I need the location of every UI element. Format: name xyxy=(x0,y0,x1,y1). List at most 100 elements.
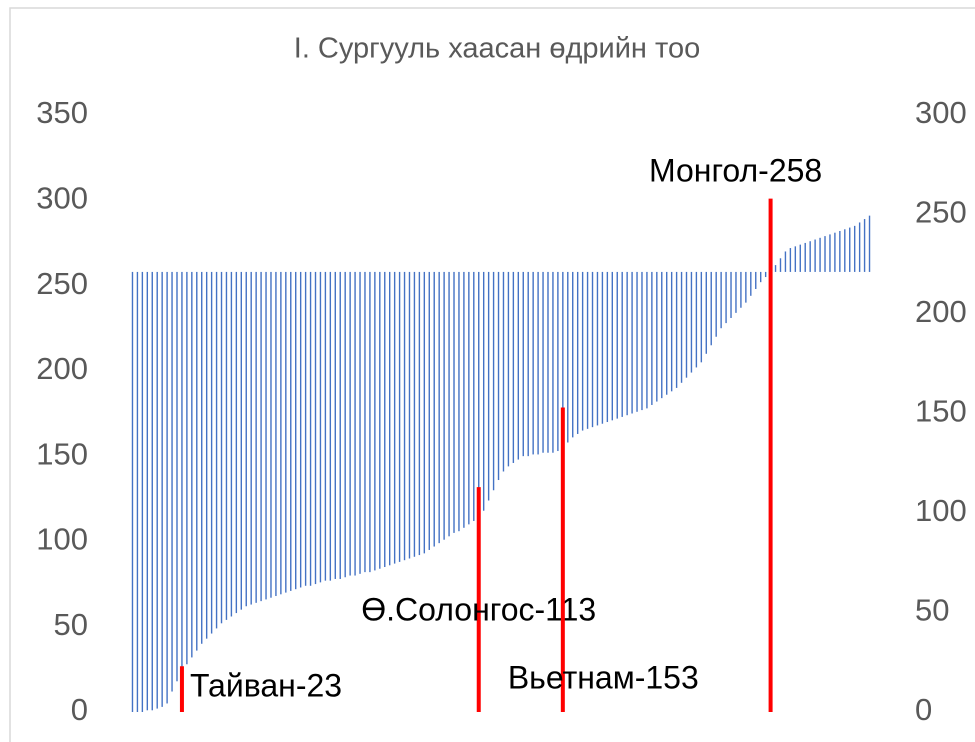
bar xyxy=(270,271,272,598)
bar xyxy=(863,219,866,272)
bar xyxy=(656,271,658,402)
bar xyxy=(705,271,707,354)
bar xyxy=(562,271,564,452)
y2-tick-label: 100 xyxy=(915,493,967,528)
bar xyxy=(661,271,663,399)
bar xyxy=(492,271,495,491)
bar xyxy=(260,271,262,602)
bar xyxy=(478,271,480,520)
bar xyxy=(670,271,673,392)
bar xyxy=(215,271,218,629)
bar xyxy=(641,271,643,411)
bar xyxy=(265,271,267,600)
bar xyxy=(191,271,193,658)
bar xyxy=(537,271,539,455)
bar xyxy=(324,271,327,581)
bar xyxy=(453,271,455,533)
bar xyxy=(290,271,292,591)
bar xyxy=(606,271,609,423)
bar xyxy=(527,271,529,457)
bar xyxy=(482,271,485,511)
bar xyxy=(789,248,792,272)
bar xyxy=(547,271,549,453)
bar xyxy=(487,271,490,501)
bar xyxy=(220,271,223,624)
bar xyxy=(611,271,613,421)
bar xyxy=(468,271,470,525)
bar xyxy=(384,271,386,568)
y-tick-label: 50 xyxy=(54,607,88,642)
y2-tick-label: 300 xyxy=(915,95,967,130)
bar xyxy=(314,271,317,585)
bar xyxy=(715,271,717,337)
bar xyxy=(210,271,213,634)
y2-tick-label: 0 xyxy=(915,692,932,727)
bar xyxy=(581,271,584,431)
y-tick-label: 150 xyxy=(36,436,88,471)
bar xyxy=(839,230,841,272)
bar xyxy=(695,271,698,368)
bar xyxy=(146,271,149,711)
bar xyxy=(438,271,440,544)
y-tick-label: 250 xyxy=(36,266,88,301)
bar xyxy=(552,271,554,453)
bar xyxy=(740,271,742,308)
bar xyxy=(720,271,722,329)
bar xyxy=(418,271,421,556)
bar xyxy=(161,271,163,707)
bar xyxy=(760,271,762,283)
bar xyxy=(804,242,806,272)
annotation: Монгол-258 xyxy=(649,152,822,188)
bar xyxy=(829,234,831,272)
bar xyxy=(507,271,510,467)
y2-tick-label: 250 xyxy=(915,195,967,230)
bar xyxy=(616,271,618,419)
bar xyxy=(393,271,396,564)
bar xyxy=(428,271,430,550)
bar xyxy=(567,271,569,443)
bar xyxy=(735,271,737,313)
bar xyxy=(176,271,178,682)
bar xyxy=(502,271,505,472)
bar xyxy=(171,271,173,692)
bar xyxy=(824,236,826,272)
bar xyxy=(710,271,712,346)
annotation: Тайван-23 xyxy=(190,667,342,703)
bar xyxy=(596,271,599,426)
bar xyxy=(651,271,653,405)
bar xyxy=(557,271,559,452)
y-tick-label: 200 xyxy=(36,351,88,386)
bar xyxy=(853,225,856,272)
bar xyxy=(591,271,594,428)
bar xyxy=(166,271,168,704)
bar xyxy=(463,271,465,528)
bar xyxy=(844,229,846,272)
bar xyxy=(448,271,450,537)
chart-border xyxy=(9,7,975,742)
bar xyxy=(443,271,445,540)
bar xyxy=(156,271,158,709)
bar xyxy=(834,232,836,272)
bar xyxy=(196,271,198,651)
bar xyxy=(364,271,366,573)
bar xyxy=(621,271,623,417)
bar xyxy=(858,222,861,272)
bar xyxy=(354,271,356,576)
bar xyxy=(413,271,416,557)
y2-tick-label: 200 xyxy=(915,294,967,329)
bar xyxy=(636,271,638,412)
bar xyxy=(230,271,233,617)
bar xyxy=(819,237,821,272)
bar xyxy=(779,258,782,272)
bar xyxy=(675,271,678,388)
bar xyxy=(359,271,361,574)
bar xyxy=(750,271,752,296)
bar xyxy=(379,271,381,569)
bar xyxy=(334,271,336,579)
y-tick-label: 350 xyxy=(36,95,88,130)
bar xyxy=(814,239,816,272)
bar xyxy=(398,271,401,562)
bar xyxy=(225,271,228,620)
